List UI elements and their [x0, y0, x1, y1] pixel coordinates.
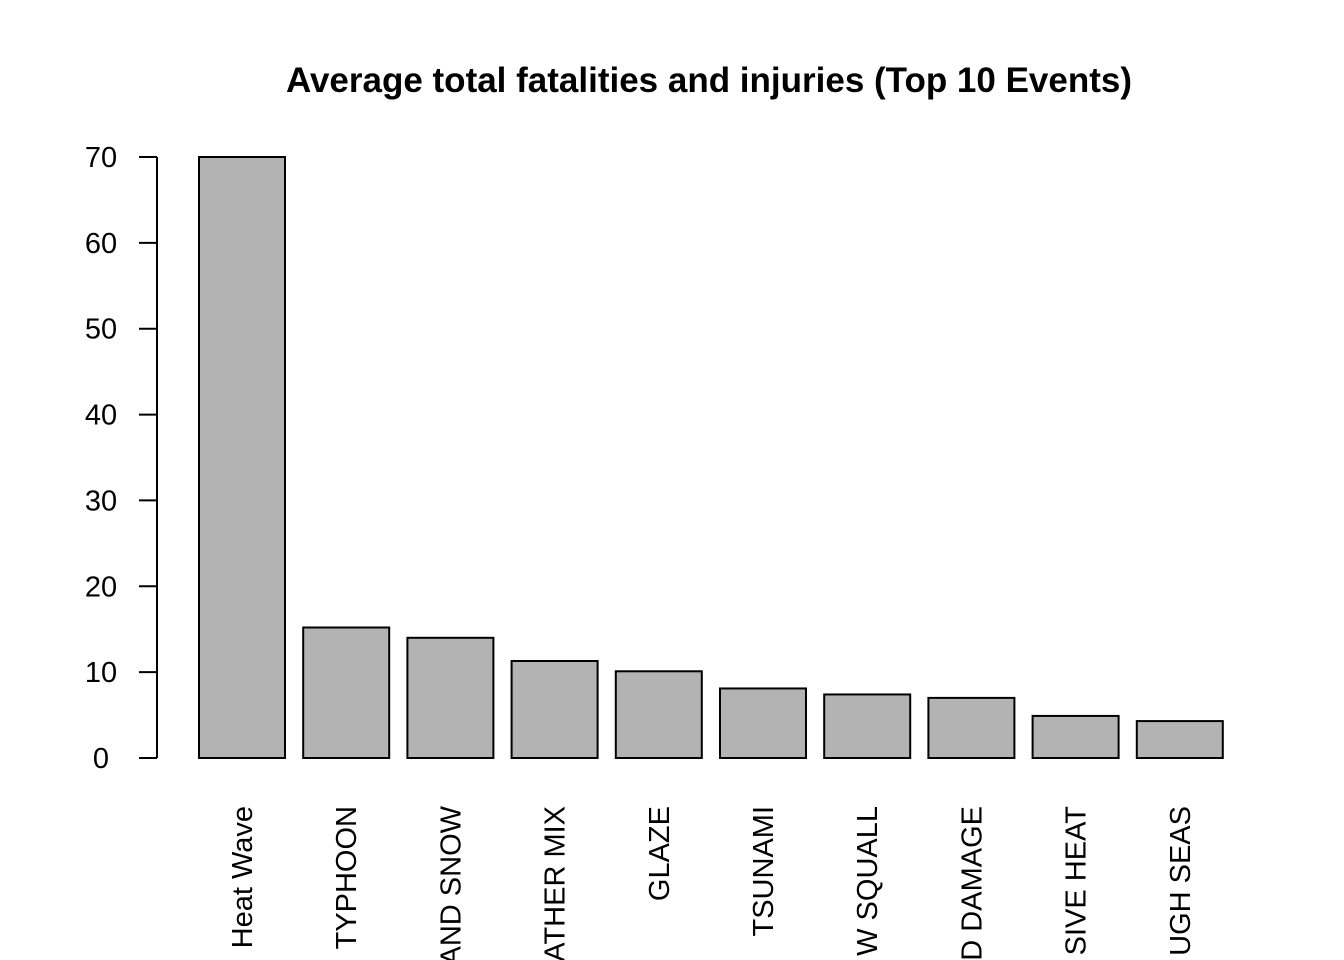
- x-category-label: TSUNAMI: [748, 806, 780, 937]
- x-category-label: W SQUALL: [852, 806, 884, 956]
- category-labels: Heat Wave TYPHOON AND SNOW ATHER MIX GLAZE TS…: [227, 805, 1197, 960]
- bars-group: [198, 156, 1224, 760]
- y-tick-label: 10: [85, 657, 117, 689]
- bar: [302, 626, 391, 759]
- bar: [198, 156, 286, 759]
- y-tick-label: 40: [85, 400, 117, 432]
- y-tick-label: 50: [85, 314, 117, 346]
- chart-title: Average total fatalities and injuries (T…: [286, 61, 1132, 100]
- y-tick-label: 30: [85, 485, 117, 517]
- bar: [823, 693, 912, 759]
- y-tick-label: 20: [85, 571, 117, 603]
- x-category-label: ATHER MIX: [540, 806, 572, 960]
- y-tick-label: 60: [85, 228, 117, 260]
- bar: [719, 687, 807, 759]
- bar: [406, 636, 495, 759]
- y-axis: 0 10 20 30 40 50 60 70: [85, 142, 158, 775]
- x-category-label: AND SNOW: [435, 805, 467, 960]
- x-category-label: Heat Wave: [227, 806, 259, 948]
- y-tick-label: 70: [85, 142, 117, 174]
- bar: [1031, 714, 1120, 759]
- x-category-label: TYPHOON: [331, 806, 363, 949]
- x-category-label: D DAMAGE: [956, 806, 988, 960]
- x-category-label: GLAZE: [644, 806, 676, 901]
- bar: [614, 670, 703, 760]
- bar: [1135, 720, 1224, 759]
- bar: [510, 659, 599, 760]
- x-category-label: SIVE HEAT: [1061, 806, 1093, 956]
- y-tick-label: 0: [93, 743, 109, 775]
- bar: [927, 696, 1016, 760]
- x-category-label: UGH SEAS: [1165, 806, 1197, 956]
